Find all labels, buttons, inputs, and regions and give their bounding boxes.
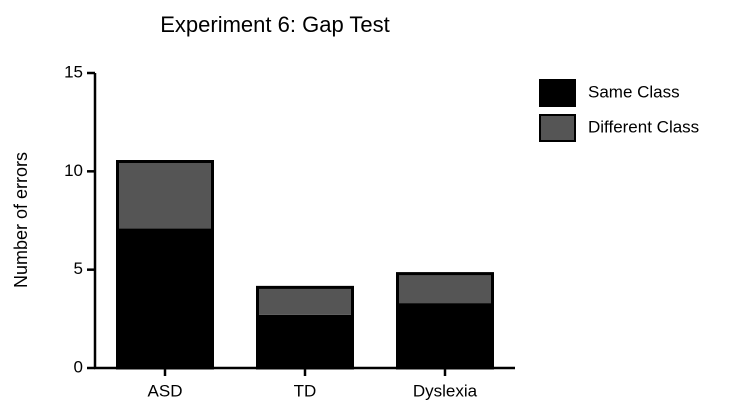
- y-tick-label: 10: [64, 161, 83, 180]
- legend-label: Same Class: [588, 82, 680, 101]
- x-tick-label: ASD: [148, 381, 183, 400]
- x-tick-label: TD: [294, 381, 317, 400]
- legend-label: Different Class: [588, 117, 699, 136]
- y-axis-label: Number of errors: [11, 152, 31, 288]
- chart-title: Experiment 6: Gap Test: [160, 12, 390, 37]
- legend-swatch: [539, 114, 576, 142]
- bar-segment: [257, 314, 353, 368]
- y-tick-label: 15: [64, 62, 83, 81]
- legend-swatch: [539, 79, 576, 107]
- bar-segment: [397, 273, 493, 304]
- bar-segment: [117, 228, 213, 368]
- y-tick-label: 0: [74, 357, 83, 376]
- bar-segment: [257, 287, 353, 315]
- x-tick-label: Dyslexia: [413, 381, 478, 400]
- bar-segment: [117, 161, 213, 229]
- y-tick-label: 5: [74, 259, 83, 278]
- bar-segment: [397, 303, 493, 368]
